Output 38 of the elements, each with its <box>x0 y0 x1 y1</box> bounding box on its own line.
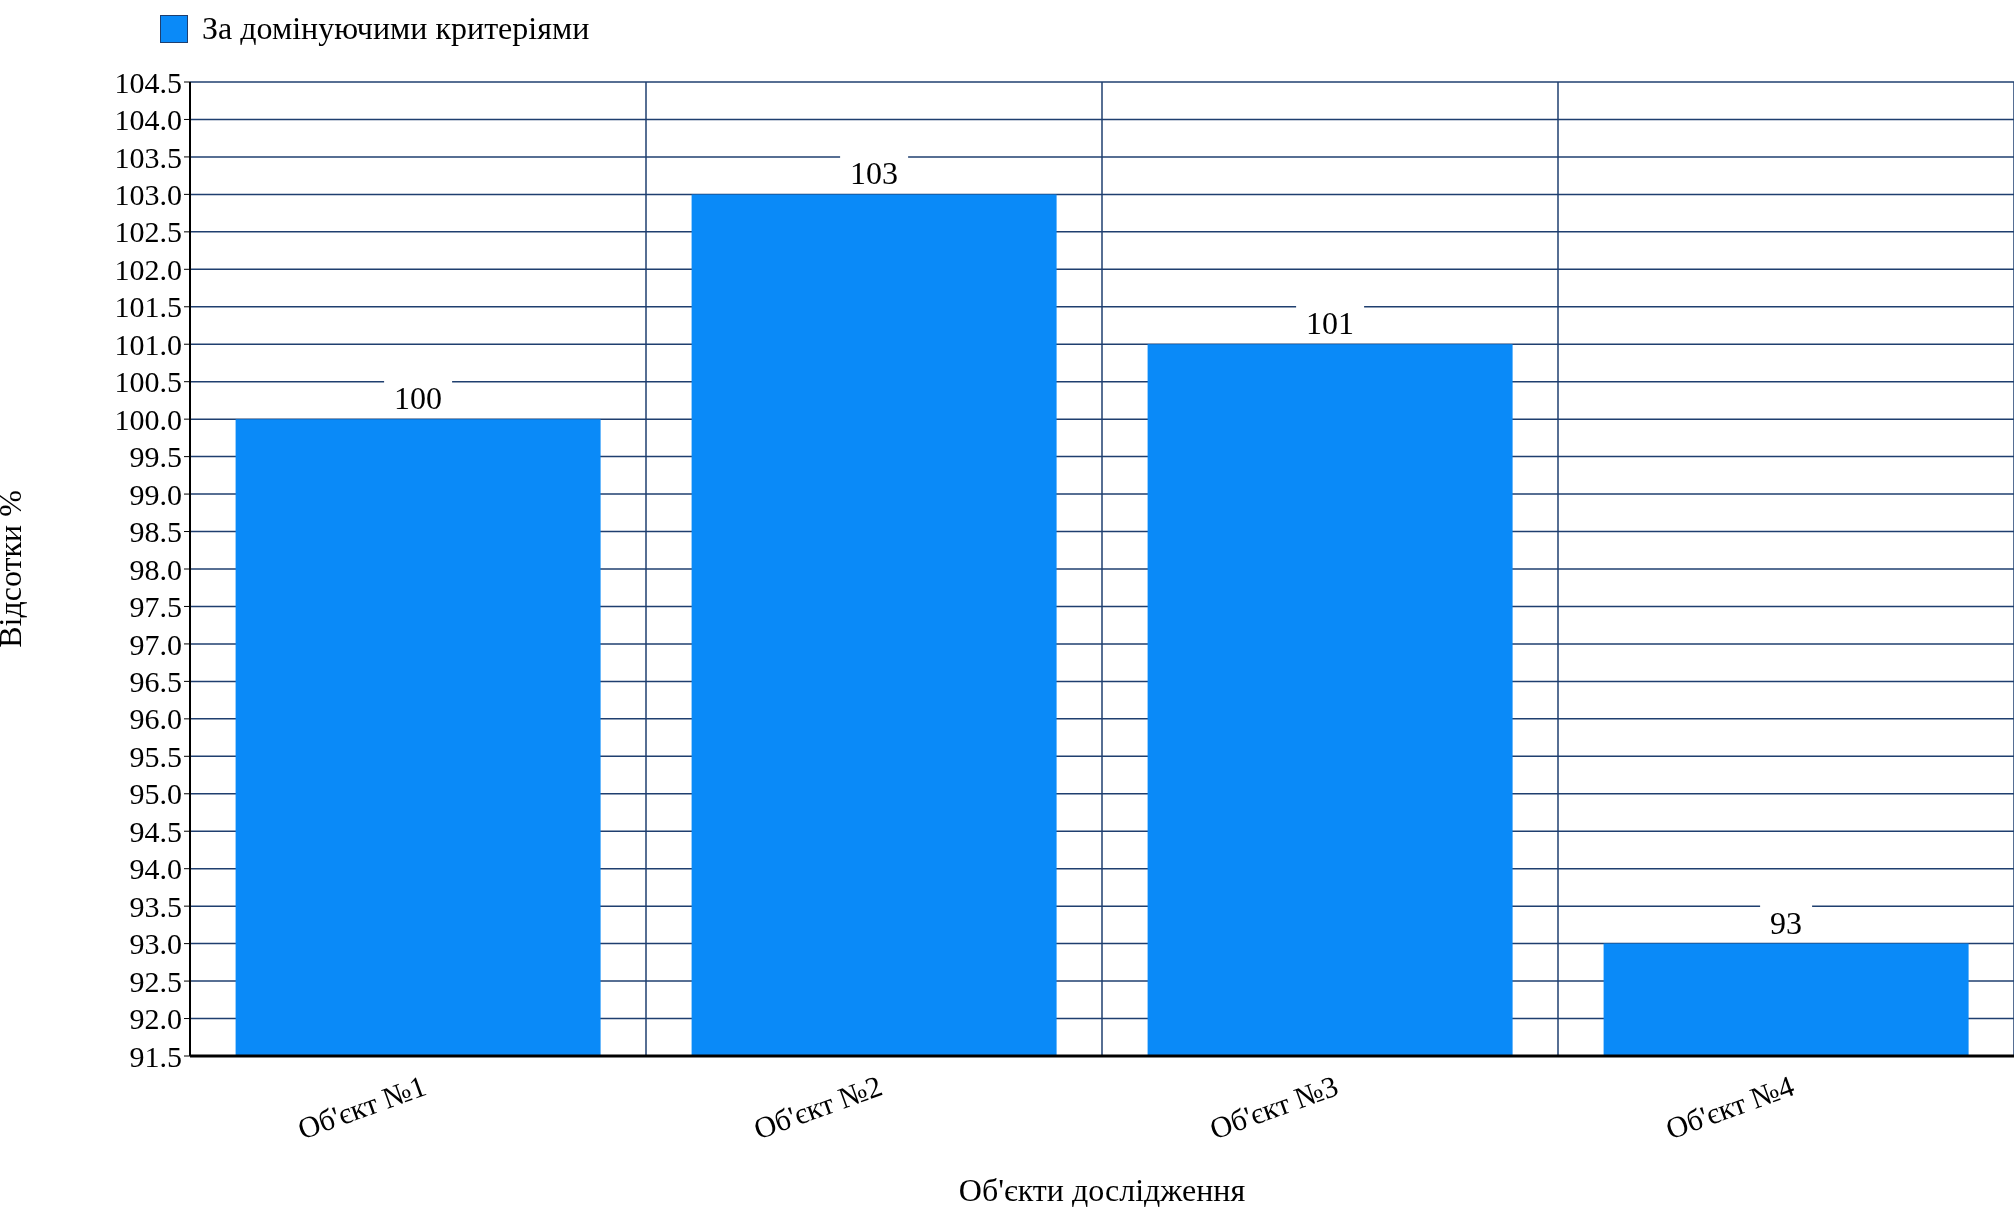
data-label: 100 <box>394 380 443 417</box>
y-tick-label: 100.0 <box>114 402 182 436</box>
y-tick-label: 98.0 <box>129 552 182 586</box>
y-tick-label: 104.0 <box>114 103 182 137</box>
y-tick-label: 93.0 <box>129 927 182 961</box>
y-tick-label: 98.5 <box>129 515 182 549</box>
x-axis-title: Об'єкти дослідження <box>958 1172 1246 1208</box>
x-tick-label: Об'єкт №1 <box>293 1068 431 1146</box>
y-tick-label: 102.5 <box>114 215 182 249</box>
data-label: 93 <box>1770 904 1803 941</box>
y-tick-label: 95.5 <box>129 739 182 773</box>
y-axis-title: Відсотки % <box>0 490 29 648</box>
y-tick-label: 95.0 <box>129 777 182 811</box>
y-tick-label: 99.5 <box>129 440 182 474</box>
y-tick-label: 100.5 <box>114 365 182 399</box>
y-tick-label: 101.0 <box>114 327 182 361</box>
y-tick-label: 99.0 <box>129 477 182 511</box>
y-tick-label: 101.5 <box>114 290 182 324</box>
y-tick-label: 96.0 <box>129 702 182 736</box>
y-tick-label: 96.5 <box>129 665 182 699</box>
y-tick-label: 104.5 <box>114 65 182 99</box>
y-tick-label: 97.5 <box>129 590 182 624</box>
x-tick-label: Об'єкт №3 <box>1205 1068 1343 1146</box>
y-tick-label: 94.0 <box>129 852 182 886</box>
y-tick-label: 92.0 <box>129 1002 182 1036</box>
y-tick-label: 92.5 <box>129 964 182 998</box>
x-tick-label: Об'єкт №4 <box>1661 1068 1799 1146</box>
y-tick-label: 103.5 <box>114 140 182 174</box>
data-label: 103 <box>850 155 899 192</box>
y-tick-label: 97.0 <box>129 627 182 661</box>
y-tick-label: 103.0 <box>114 178 182 212</box>
y-tick-label: 94.5 <box>129 814 182 848</box>
y-tick-label: 93.5 <box>129 889 182 923</box>
y-tick-label: 102.0 <box>114 252 182 286</box>
data-label: 101 <box>1306 305 1355 342</box>
x-tick-label: Об'єкт №2 <box>749 1068 887 1146</box>
y-tick-label: 91.5 <box>129 1039 182 1073</box>
legend-label: За домінуючими критеріями <box>202 10 590 47</box>
